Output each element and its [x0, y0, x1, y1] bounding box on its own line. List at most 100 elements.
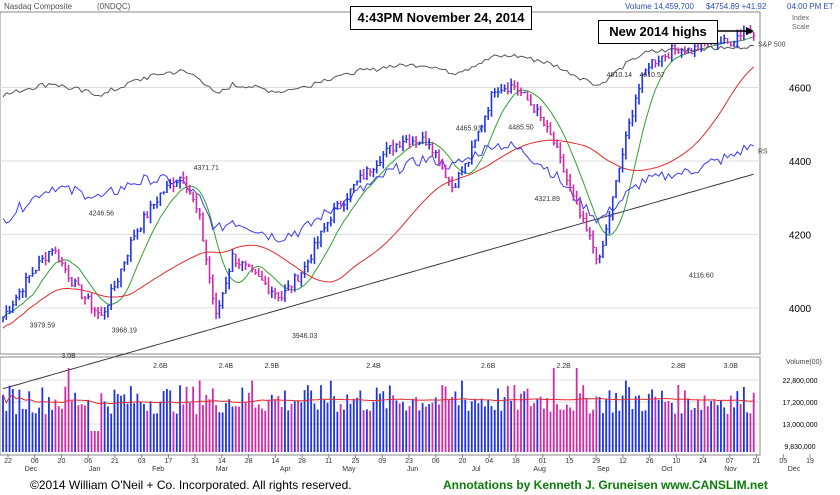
x-tick-label: 04	[485, 458, 493, 465]
volume-bar	[500, 410, 503, 452]
x-tick-label: 18	[512, 458, 520, 465]
volume-bar	[592, 409, 594, 452]
volume-bar	[34, 413, 37, 452]
volume-bar	[421, 403, 424, 452]
x-tick-label: 23	[405, 458, 413, 465]
volume-bar	[251, 380, 254, 452]
volume-bar	[716, 405, 719, 452]
volume-bar	[441, 385, 444, 452]
volume-bar	[706, 406, 709, 452]
volume-bar	[487, 399, 490, 452]
volume-bar	[408, 406, 411, 452]
volume-bar	[172, 411, 175, 452]
volume-bar	[159, 401, 162, 452]
volume-bar	[746, 412, 749, 452]
volume-bar	[166, 388, 168, 452]
volume-bar	[231, 406, 234, 452]
volume-label: 3.0B	[61, 353, 76, 360]
volume-bar	[202, 405, 204, 452]
volume-bar	[454, 391, 457, 452]
volume-bar	[700, 409, 703, 452]
volume-bar	[133, 403, 136, 452]
month-label: Sep	[597, 466, 610, 473]
volume-label: 2.4B	[366, 363, 381, 370]
volume-bar	[57, 406, 60, 452]
x-tick-label: 24	[699, 458, 707, 465]
volume-bar	[67, 368, 70, 452]
volume-bar	[44, 414, 47, 452]
volume-axis-tick: 13,000,000	[782, 422, 817, 429]
volume-bar	[349, 403, 352, 452]
x-tick-label: 14	[218, 458, 226, 465]
volume-bar	[720, 400, 722, 452]
volume-bar	[339, 404, 342, 452]
volume-bar	[713, 399, 716, 452]
volume-bar	[8, 385, 11, 452]
volume-bar	[333, 396, 336, 452]
volume-bar	[693, 408, 696, 452]
volume-bar	[572, 410, 575, 452]
volume-bar	[411, 398, 414, 452]
volume-bar	[116, 394, 119, 452]
month-label: Feb	[152, 466, 164, 473]
volume-bar	[749, 413, 752, 452]
volume-bar	[667, 400, 670, 452]
volume-bar	[11, 389, 14, 452]
footer: ©2014 William O'Neil + Co. Incorporated.…	[0, 476, 840, 495]
volume-bar	[31, 412, 34, 452]
volume-bar	[621, 395, 624, 452]
new-highs-annotation-box: New 2014 highs	[598, 20, 718, 44]
volume-bar	[297, 400, 299, 452]
price-label: 4116.60	[689, 272, 714, 279]
volume-bar	[346, 394, 349, 452]
volume-bar	[261, 408, 263, 452]
volume-bar	[631, 409, 634, 452]
price-label: 4371.71	[194, 165, 219, 172]
volume-bar	[661, 390, 663, 452]
date-annotation-text: 4:43PM November 24, 2014	[357, 10, 525, 25]
volume-label: 2.9B	[265, 363, 280, 370]
volume-bar	[536, 398, 539, 452]
volume-bar	[418, 410, 421, 452]
volume-bar	[372, 401, 375, 452]
volume-bar	[208, 399, 211, 452]
volume-bar	[287, 410, 290, 452]
volume-bar	[129, 386, 132, 452]
volume-bar	[241, 387, 244, 452]
volume-bar	[267, 399, 270, 452]
volume-bar	[90, 431, 93, 452]
price-axis-tick: 4000	[789, 304, 812, 315]
volume-bar	[529, 406, 532, 452]
price-axis-tick: 4200	[789, 230, 812, 241]
price-label: 4321.89	[535, 196, 560, 203]
volume-bar	[438, 404, 440, 452]
new-highs-annotation-text: New 2014 highs	[609, 24, 707, 39]
month-label: Jul	[472, 466, 481, 473]
volume-bar	[313, 403, 316, 452]
volume-bar	[123, 394, 126, 452]
month-label: Oct	[661, 466, 672, 473]
volume-bar	[569, 407, 572, 452]
volume-bar	[464, 399, 467, 452]
volume-bar	[742, 386, 745, 452]
x-tick-label: 21	[753, 458, 761, 465]
x-tick-label: 26	[646, 458, 654, 465]
index-scale-label-2: Scale	[792, 24, 810, 31]
volume-bar	[543, 408, 545, 452]
volume-bar	[647, 393, 650, 452]
x-tick-label: 11	[325, 458, 332, 465]
volume-bar	[736, 391, 739, 452]
volume-bar	[497, 388, 499, 452]
volume-bar	[559, 409, 562, 452]
volume-axis-label: Volume(00)	[786, 359, 822, 366]
x-tick-label: 25	[352, 458, 360, 465]
volume-bar	[359, 390, 362, 452]
volume-bar	[316, 409, 319, 452]
volume-bar	[385, 408, 388, 452]
volume-bar	[369, 410, 372, 452]
month-label: Aug	[533, 466, 546, 473]
price-label: 4246.56	[89, 211, 114, 218]
volume-bar	[192, 386, 195, 452]
long-term-ma-line	[2, 173, 754, 390]
volume-bar	[100, 393, 103, 452]
